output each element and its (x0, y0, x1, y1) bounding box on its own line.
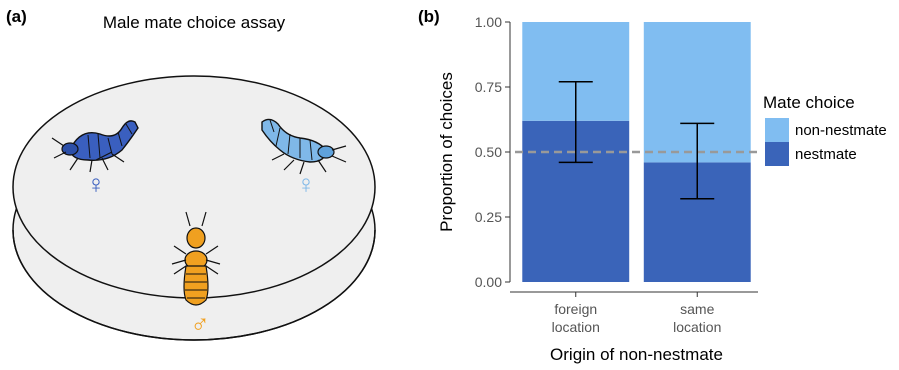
legend-swatch-non-nestmate (765, 118, 789, 142)
error-bars-layer (558, 81, 715, 200)
male-symbol: ♂ (190, 309, 210, 339)
y-tick-label-2: 0.50 (475, 144, 502, 160)
female-symbol-nonnestmate: ♀ (296, 169, 316, 199)
x-axis: foreign location same location (510, 291, 758, 335)
y-tick-label-1: 0.25 (475, 209, 502, 225)
y-axis: 0.00 0.25 0.50 0.75 1.00 (475, 14, 511, 290)
legend: Mate choice non-nestmate nestmate (763, 93, 887, 166)
bars-layer (522, 22, 751, 282)
termite-male-icon (171, 211, 221, 306)
y-axis-label: Proportion of choices (437, 72, 456, 232)
legend-label-non-nestmate: non-nestmate (795, 122, 887, 139)
legend-title: Mate choice (763, 93, 855, 112)
stacked-bar-chart: 0.00 0.25 0.50 0.75 1.00 foreign location same… (437, 14, 887, 364)
x-tick-label-1: same location (673, 301, 721, 335)
legend-label-nestmate: nestmate (795, 146, 857, 163)
x-tick-label-0: foreign location (552, 301, 600, 335)
x-axis-label: Origin of non-nestmate (550, 345, 723, 364)
y-tick-label-4: 1.00 (475, 14, 502, 30)
female-symbol-nestmate: ♀ (86, 169, 106, 199)
panel-a-label: (a) (6, 7, 27, 26)
y-tick-label-3: 0.75 (475, 79, 502, 95)
y-tick-label-0: 0.00 (475, 274, 502, 290)
panel-b-label: (b) (418, 7, 440, 26)
termite-female-nestmate-icon (51, 120, 139, 173)
termite-female-nonnestmate-icon (261, 118, 347, 175)
panel-a-title: Male mate choice assay (103, 13, 286, 32)
legend-swatch-nestmate (765, 142, 789, 166)
